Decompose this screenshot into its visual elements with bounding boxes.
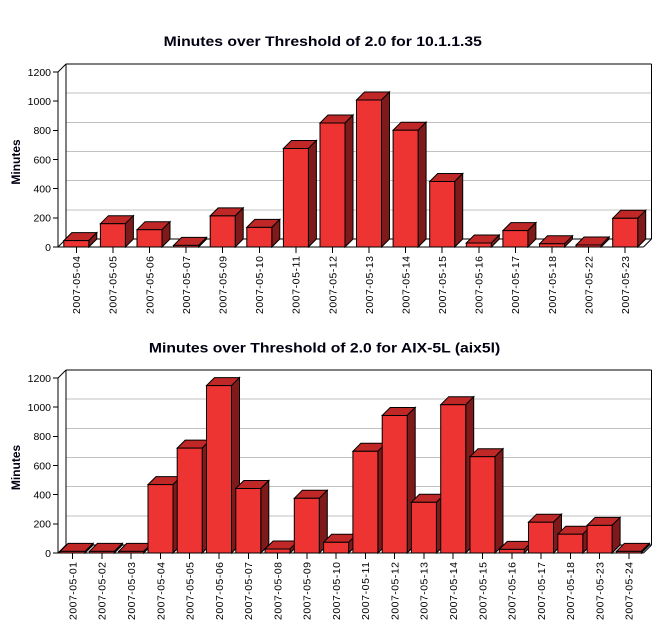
svg-text:2007-05-18: 2007-05-18 [547, 256, 559, 314]
svg-text:1200: 1200 [28, 67, 52, 79]
svg-text:2007-05-13: 2007-05-13 [364, 256, 376, 314]
svg-text:2007-05-04: 2007-05-04 [155, 562, 167, 620]
svg-text:800: 800 [33, 125, 51, 137]
svg-text:2007-05-11: 2007-05-11 [291, 256, 303, 314]
svg-text:2007-05-10: 2007-05-10 [331, 562, 343, 620]
svg-text:2007-05-17: 2007-05-17 [510, 256, 522, 314]
svg-text:2007-05-24: 2007-05-24 [624, 562, 636, 620]
svg-text:2007-05-02: 2007-05-02 [97, 562, 109, 620]
svg-text:2007-05-14: 2007-05-14 [400, 256, 412, 314]
svg-text:2007-05-14: 2007-05-14 [448, 562, 460, 620]
svg-text:600: 600 [33, 154, 51, 166]
svg-text:Minutes over Threshold of 2.0: Minutes over Threshold of 2.0 for 10.1.1… [164, 33, 483, 49]
svg-text:2007-05-06: 2007-05-06 [144, 256, 156, 314]
svg-text:2007-05-10: 2007-05-10 [254, 256, 266, 314]
svg-text:1000: 1000 [28, 96, 52, 108]
svg-text:2007-05-15: 2007-05-15 [477, 562, 489, 620]
svg-text:2007-05-13: 2007-05-13 [419, 562, 431, 620]
svg-text:2007-05-23: 2007-05-23 [594, 562, 606, 620]
svg-text:2007-05-23: 2007-05-23 [620, 256, 632, 314]
svg-text:2007-05-09: 2007-05-09 [302, 562, 314, 620]
svg-text:2007-05-12: 2007-05-12 [390, 562, 402, 620]
svg-text:2007-05-09: 2007-05-09 [218, 256, 230, 314]
svg-text:2007-05-16: 2007-05-16 [474, 256, 486, 314]
svg-text:2007-05-07: 2007-05-07 [243, 562, 255, 620]
svg-text:0: 0 [45, 548, 51, 560]
svg-text:0: 0 [45, 242, 51, 254]
svg-text:2007-05-08: 2007-05-08 [272, 562, 284, 620]
svg-text:2007-05-03: 2007-05-03 [126, 562, 138, 620]
svg-text:2007-05-11: 2007-05-11 [360, 562, 372, 620]
svg-text:1200: 1200 [28, 373, 52, 385]
svg-text:2007-05-22: 2007-05-22 [583, 256, 595, 314]
svg-text:2007-05-16: 2007-05-16 [507, 562, 519, 620]
svg-text:Minutes: Minutes [9, 445, 23, 491]
svg-text:1000: 1000 [28, 402, 52, 414]
svg-text:2007-05-04: 2007-05-04 [71, 256, 83, 314]
svg-text:200: 200 [33, 519, 51, 531]
svg-text:2007-05-17: 2007-05-17 [536, 562, 548, 620]
svg-text:Minutes over Threshold of 2.0: Minutes over Threshold of 2.0 for AIX-5L… [149, 339, 500, 355]
svg-text:2007-05-05: 2007-05-05 [185, 562, 197, 620]
svg-text:2007-05-18: 2007-05-18 [565, 562, 577, 620]
svg-text:200: 200 [33, 213, 51, 225]
svg-text:800: 800 [33, 431, 51, 443]
svg-text:2007-05-07: 2007-05-07 [181, 256, 193, 314]
svg-text:400: 400 [33, 490, 51, 502]
svg-text:2007-05-06: 2007-05-06 [214, 562, 226, 620]
svg-text:2007-05-01: 2007-05-01 [67, 562, 79, 620]
svg-text:2007-05-05: 2007-05-05 [108, 256, 120, 314]
svg-text:2007-05-15: 2007-05-15 [437, 256, 449, 314]
svg-text:600: 600 [33, 460, 51, 472]
svg-text:2007-05-12: 2007-05-12 [327, 256, 339, 314]
svg-text:400: 400 [33, 184, 51, 196]
svg-text:Minutes: Minutes [9, 139, 23, 185]
